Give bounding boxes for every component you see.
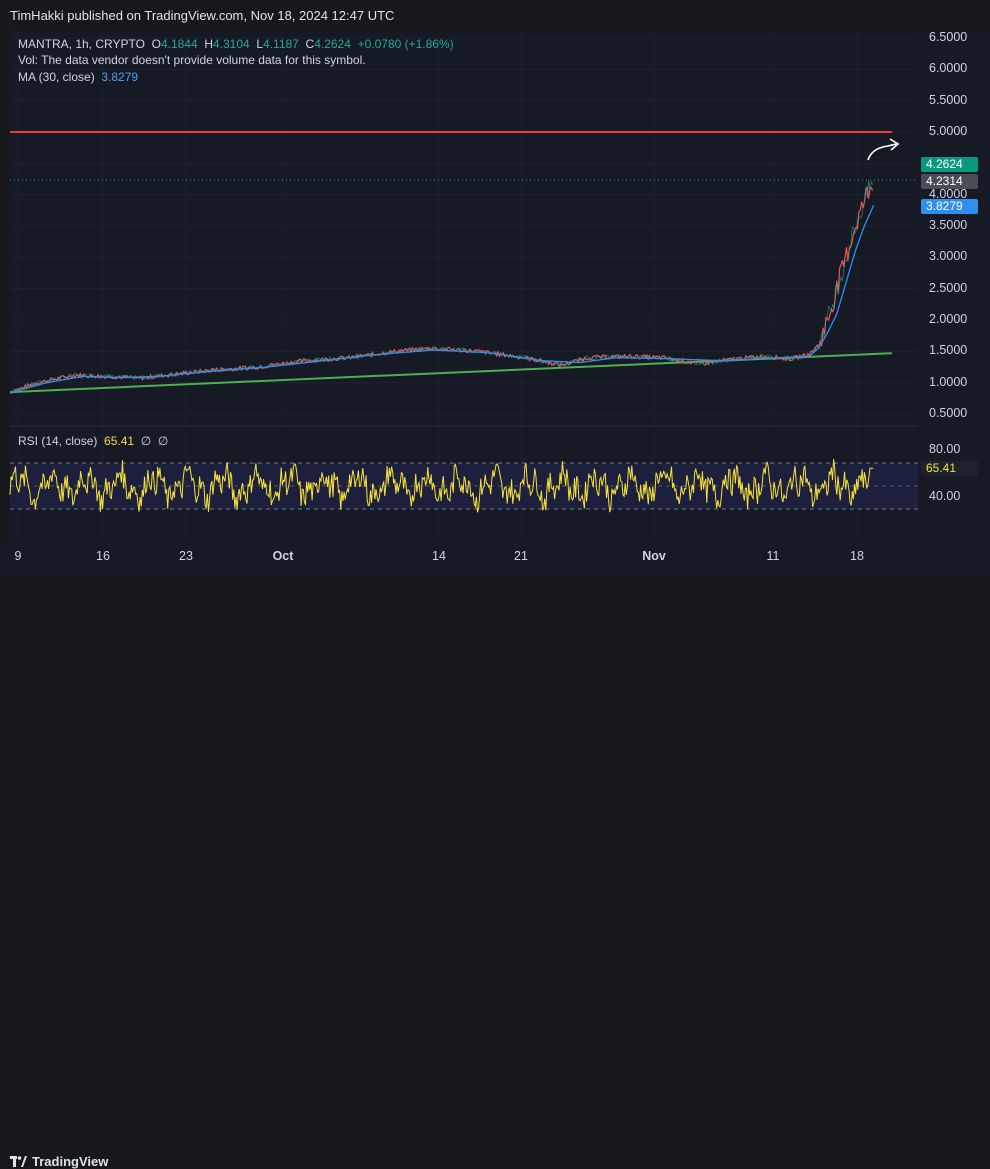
line-price-tag: 4.2314 bbox=[921, 174, 978, 189]
rsi-legend[interactable]: RSI (14, close) 65.41 ∅ ∅ bbox=[18, 434, 168, 448]
price-axis[interactable] bbox=[918, 31, 990, 541]
price-series bbox=[9, 185, 874, 395]
price-series-up bbox=[9, 180, 874, 394]
ma-legend[interactable]: MA (30, close) 3.8279 bbox=[18, 70, 138, 84]
chart-panel[interactable] bbox=[10, 31, 918, 541]
time-tick-label: Oct bbox=[272, 549, 294, 563]
time-tick-label: 9 bbox=[14, 549, 22, 563]
price-tick-label: 5.0000 bbox=[929, 124, 968, 138]
price-tick-label: 1.0000 bbox=[929, 374, 968, 389]
time-tick-label: 21 bbox=[514, 549, 528, 563]
price-tick-label: 5.5000 bbox=[929, 92, 968, 107]
rsi-label: RSI (14, close) bbox=[18, 434, 98, 448]
open-value: 4.1844 bbox=[160, 37, 198, 51]
time-tick-label: 23 bbox=[179, 549, 193, 563]
top-bar: TimHakki published on TradingView.com, N… bbox=[0, 0, 990, 31]
ma-series bbox=[9, 205, 875, 394]
price-tick-label: 3.5000 bbox=[929, 218, 968, 232]
symbol-info: MANTRA, 1h, CRYPTO bbox=[18, 37, 145, 51]
tradingview-brand[interactable]: TradingView bbox=[10, 1154, 108, 1169]
chart-canvas[interactable] bbox=[0, 0, 990, 605]
high-value: 4.3104 bbox=[212, 37, 250, 51]
rsi-null-icon: ∅ bbox=[140, 434, 152, 448]
tradingview-logo-icon bbox=[10, 1156, 27, 1167]
rsi-series bbox=[9, 459, 874, 513]
footer: TradingView bbox=[0, 574, 990, 1169]
ma-value: 3.8279 bbox=[101, 70, 139, 84]
change-value: +0.0780 (+1.86%) bbox=[357, 37, 454, 51]
ohlc-legend[interactable]: MANTRA, 1h, CRYPTO O4.1844 H4.3104 L4.11… bbox=[18, 37, 454, 51]
ma-price-tag: 3.8279 bbox=[921, 199, 978, 214]
last-price-tag: 4.2624 bbox=[921, 157, 978, 172]
projection-arrow-icon bbox=[867, 143, 897, 161]
price-tick-label: 1.5000 bbox=[929, 343, 968, 358]
rsi-tick-label: 80.00 bbox=[929, 442, 961, 456]
price-tick-label: 2.0000 bbox=[929, 312, 968, 326]
time-tick-label: Nov bbox=[642, 549, 666, 563]
close-value: 4.2624 bbox=[314, 37, 351, 51]
rsi-null-icon: ∅ bbox=[157, 434, 169, 448]
time-tick-label: 18 bbox=[850, 549, 864, 563]
price-tick-label: 2.5000 bbox=[929, 280, 968, 295]
close-label: C bbox=[305, 37, 315, 51]
time-tick-label: 11 bbox=[766, 549, 780, 563]
rsi-tick-label: 40.00 bbox=[929, 489, 961, 503]
price-tick-label: 6.0000 bbox=[929, 61, 968, 76]
rsi-value: 65.41 bbox=[104, 434, 135, 448]
high-label: H bbox=[204, 37, 213, 51]
ma-label: MA (30, close) bbox=[18, 70, 95, 84]
price-tick-label: 3.0000 bbox=[929, 249, 968, 264]
price-tick-label: 0.5000 bbox=[929, 406, 968, 420]
price-tick-label: 6.5000 bbox=[929, 30, 968, 44]
published-info: TimHakki published on TradingView.com, N… bbox=[10, 8, 395, 23]
brand-name: TradingView bbox=[32, 1154, 109, 1169]
low-label: L bbox=[256, 37, 264, 51]
time-tick-label: 16 bbox=[96, 549, 110, 563]
rsi-price-tag: 65.41 bbox=[921, 461, 978, 476]
open-label: O bbox=[151, 37, 161, 51]
time-tick-label: 14 bbox=[432, 549, 446, 563]
projection-arrowhead-icon bbox=[889, 138, 900, 151]
volume-note: Vol: The data vendor doesn't provide vol… bbox=[18, 53, 366, 67]
low-value: 4.1187 bbox=[263, 37, 299, 51]
price-tick-label: 4.0000 bbox=[929, 186, 968, 201]
time-axis[interactable] bbox=[0, 541, 990, 574]
